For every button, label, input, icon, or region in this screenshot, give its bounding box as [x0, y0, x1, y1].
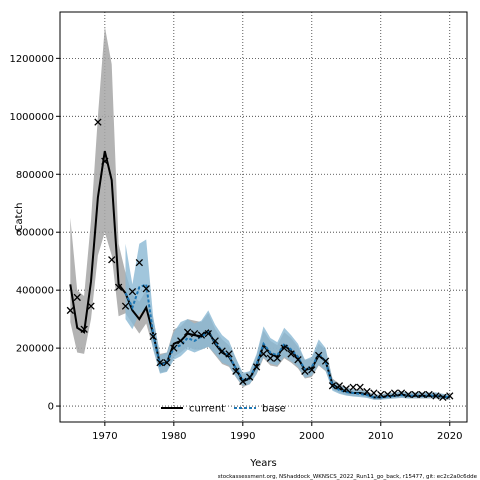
observed-point	[294, 356, 302, 364]
observed-point	[197, 331, 206, 339]
observed-point	[335, 382, 344, 390]
observed-point	[315, 351, 323, 360]
y-tick-label: 1200000	[9, 54, 54, 65]
observed-point	[108, 256, 116, 264]
y-tick-label: 600000	[16, 228, 54, 239]
grid	[60, 12, 467, 422]
x-tick-label: 2020	[437, 431, 462, 442]
observed-point	[73, 293, 81, 302]
legend-current-label: current	[189, 404, 225, 415]
observed-point	[66, 306, 75, 315]
observed-point	[135, 258, 143, 267]
current-confidence-band	[70, 26, 450, 400]
footer-note: stockassessment.org, NShaddock_WKNSCS_20…	[218, 474, 478, 480]
legend: current base	[161, 404, 286, 415]
observed-point	[370, 389, 378, 397]
observed-point	[183, 328, 192, 336]
observed-point	[384, 390, 392, 399]
observed-point	[287, 350, 295, 358]
y-tick-label: 800000	[16, 170, 54, 181]
observed-point	[321, 357, 330, 365]
observed-point	[349, 383, 357, 391]
observed-point	[418, 390, 426, 399]
observed-point	[432, 392, 440, 400]
x-tick-label: 1990	[230, 431, 255, 442]
observed-point	[301, 367, 309, 375]
observed-point	[87, 302, 95, 310]
observed-point	[142, 285, 150, 293]
y-axis-title: Catch	[14, 203, 25, 232]
observed-point	[80, 325, 88, 333]
observed-point	[156, 358, 164, 367]
base-line	[124, 282, 450, 399]
observed-point	[252, 363, 261, 371]
observed-point	[170, 344, 178, 352]
observed-point	[397, 389, 406, 397]
observed-point	[404, 390, 413, 399]
observed-point	[190, 329, 199, 338]
observed-point	[149, 332, 157, 341]
observed-point	[114, 283, 123, 291]
observed-point	[328, 382, 337, 390]
observed-point	[239, 377, 247, 386]
observed-point	[121, 302, 130, 310]
observed-point	[342, 385, 350, 393]
x-tick-label: 2000	[299, 431, 324, 442]
observed-point	[128, 287, 137, 296]
axes: 1970 1980 1990 2000 2010 2020 0 200000 400000 600…	[9, 54, 462, 442]
observed-point	[232, 367, 240, 375]
observed-point	[101, 157, 109, 165]
x-axis-title: Years	[249, 458, 276, 469]
observed-point	[425, 390, 433, 399]
observed-point	[163, 358, 171, 367]
x-tick-label: 1980	[161, 431, 186, 442]
x-tick-label: 1970	[92, 431, 117, 442]
y-tick-label: 400000	[16, 286, 54, 297]
observed-point	[377, 390, 385, 399]
observed-point	[218, 347, 226, 355]
observed-point	[308, 366, 316, 374]
observed-point	[266, 354, 275, 362]
observed-points	[66, 118, 454, 402]
observed-point	[446, 392, 454, 400]
observed-point	[280, 344, 288, 352]
observed-point	[363, 387, 371, 396]
observed-point	[246, 373, 254, 381]
y-tick-label: 200000	[16, 344, 54, 355]
observed-point	[259, 350, 268, 358]
plot-frame	[59, 11, 468, 423]
observed-point	[273, 354, 281, 362]
observed-point	[94, 118, 102, 126]
legend-base-label: base	[262, 404, 286, 415]
observed-point	[390, 389, 399, 397]
observed-point	[204, 329, 212, 338]
observed-point	[211, 337, 219, 345]
observed-point	[411, 390, 419, 399]
y-tick-label: 0	[48, 402, 54, 413]
observed-point	[439, 393, 447, 402]
confidence-bands	[70, 26, 450, 400]
observed-point	[356, 383, 364, 391]
observed-point	[177, 337, 185, 345]
observed-point	[225, 350, 233, 358]
y-tick-label: 1000000	[9, 112, 54, 123]
x-tick-label: 2010	[368, 431, 393, 442]
